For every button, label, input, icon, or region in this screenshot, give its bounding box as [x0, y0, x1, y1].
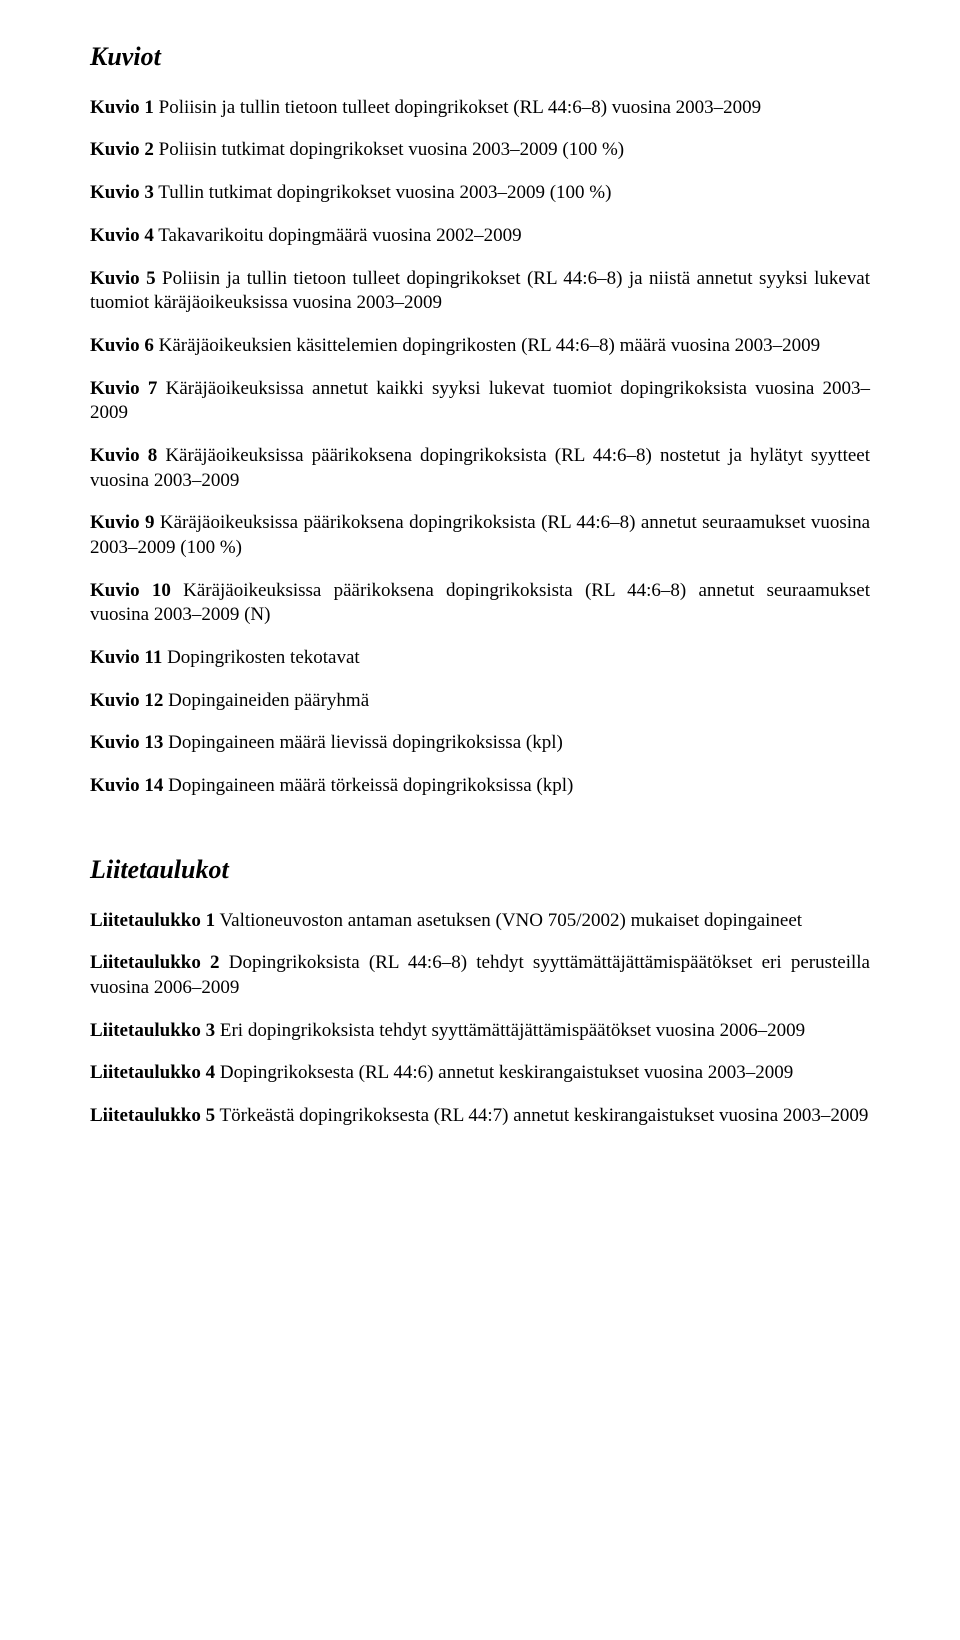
- kuvio-label: Kuvio 14: [90, 775, 163, 796]
- kuvio-label: Kuvio 12: [90, 690, 163, 711]
- kuvio-entry: Kuvio 9 Käräjäoikeuksissa päärikoksena d…: [90, 511, 870, 560]
- kuvio-entry: Kuvio 8 Käräjäoikeuksissa päärikoksena d…: [90, 444, 870, 493]
- liitetaulukko-label: Liitetaulukko 5: [90, 1105, 215, 1126]
- kuvio-text: Käräjäoikeuksissa päärikoksena dopingrik…: [90, 512, 870, 558]
- liitetaulukko-entry: Liitetaulukko 3 Eri dopingrikoksista teh…: [90, 1019, 870, 1044]
- kuvio-text: Käräjäoikeuksien käsittelemien dopingrik…: [154, 335, 820, 356]
- liitetaulukko-entry: Liitetaulukko 2 Dopingrikoksista (RL 44:…: [90, 951, 870, 1000]
- kuvio-text: Poliisin tutkimat dopingrikokset vuosina…: [154, 139, 624, 160]
- kuvio-label: Kuvio 10: [90, 580, 171, 601]
- liitetaulukko-text: Eri dopingrikoksista tehdyt syyttämättäj…: [215, 1020, 805, 1041]
- liitetaulukko-entry: Liitetaulukko 1 Valtioneuvoston antaman …: [90, 909, 870, 934]
- kuvio-text: Dopingrikosten tekotavat: [162, 647, 359, 668]
- kuvio-label: Kuvio 11: [90, 647, 162, 668]
- kuvio-entry: Kuvio 3 Tullin tutkimat dopingrikokset v…: [90, 181, 870, 206]
- kuvio-label: Kuvio 9: [90, 512, 155, 533]
- section-spacer: [90, 817, 870, 853]
- kuvio-label: Kuvio 6: [90, 335, 154, 356]
- kuvio-entry: Kuvio 10 Käräjäoikeuksissa päärikoksena …: [90, 579, 870, 628]
- kuvio-text: Poliisin ja tullin tietoon tulleet dopin…: [90, 268, 870, 314]
- kuvio-text: Tullin tutkimat dopingrikokset vuosina 2…: [154, 182, 612, 203]
- kuvio-entry: Kuvio 11 Dopingrikosten tekotavat: [90, 646, 870, 671]
- kuvio-entry: Kuvio 5 Poliisin ja tullin tietoon tulle…: [90, 267, 870, 316]
- liitetaulukko-label: Liitetaulukko 4: [90, 1062, 215, 1083]
- kuvio-entry: Kuvio 12 Dopingaineiden pääryhmä: [90, 689, 870, 714]
- kuvio-label: Kuvio 8: [90, 445, 157, 466]
- kuvio-entry: Kuvio 14 Dopingaineen määrä törkeissä do…: [90, 774, 870, 799]
- kuvio-text: Poliisin ja tullin tietoon tulleet dopin…: [154, 97, 761, 118]
- kuvio-entry: Kuvio 13 Dopingaineen määrä lievissä dop…: [90, 731, 870, 756]
- liitetaulukko-text: Törkeästä dopingrikoksesta (RL 44:7) ann…: [215, 1105, 868, 1126]
- kuvio-label: Kuvio 1: [90, 97, 154, 118]
- heading-kuviot: Kuviot: [90, 40, 870, 74]
- kuvio-text: Dopingaineiden pääryhmä: [163, 690, 369, 711]
- kuvio-text: Käräjäoikeuksissa annetut kaikki syyksi …: [90, 378, 870, 424]
- kuvio-text: Käräjäoikeuksissa päärikoksena dopingrik…: [90, 580, 870, 626]
- kuvio-entry: Kuvio 7 Käräjäoikeuksissa annetut kaikki…: [90, 377, 870, 426]
- liitetaulukko-label: Liitetaulukko 3: [90, 1020, 215, 1041]
- kuvio-label: Kuvio 2: [90, 139, 154, 160]
- kuvio-label: Kuvio 3: [90, 182, 154, 203]
- heading-liitetaulukot: Liitetaulukot: [90, 853, 870, 887]
- liitetaulukko-entry: Liitetaulukko 4 Dopingrikoksesta (RL 44:…: [90, 1061, 870, 1086]
- kuvio-text: Käräjäoikeuksissa päärikoksena dopingrik…: [90, 445, 870, 491]
- kuvio-entry: Kuvio 6 Käräjäoikeuksien käsittelemien d…: [90, 334, 870, 359]
- liitetaulukko-text: Dopingrikoksesta (RL 44:6) annetut keski…: [215, 1062, 793, 1083]
- kuvio-text: Takavarikoitu dopingmäärä vuosina 2002–2…: [154, 225, 522, 246]
- kuvio-text: Dopingaineen määrä törkeissä dopingrikok…: [163, 775, 573, 796]
- kuvio-text: Dopingaineen määrä lievissä dopingrikoks…: [163, 732, 562, 753]
- liitetaulukko-label: Liitetaulukko 1: [90, 910, 215, 931]
- kuvio-label: Kuvio 7: [90, 378, 157, 399]
- kuvio-label: Kuvio 5: [90, 268, 156, 289]
- document-page: Kuviot Kuvio 1 Poliisin ja tullin tietoo…: [0, 0, 960, 1640]
- kuvio-entry: Kuvio 4 Takavarikoitu dopingmäärä vuosin…: [90, 224, 870, 249]
- kuvio-entry: Kuvio 1 Poliisin ja tullin tietoon tulle…: [90, 96, 870, 121]
- kuvio-label: Kuvio 13: [90, 732, 163, 753]
- liitetaulukko-text: Valtioneuvoston antaman asetuksen (VNO 7…: [215, 910, 802, 931]
- kuvio-label: Kuvio 4: [90, 225, 154, 246]
- kuvio-entry: Kuvio 2 Poliisin tutkimat dopingrikokset…: [90, 138, 870, 163]
- liitetaulukko-label: Liitetaulukko 2: [90, 952, 220, 973]
- liitetaulukko-entry: Liitetaulukko 5 Törkeästä dopingrikokses…: [90, 1104, 870, 1129]
